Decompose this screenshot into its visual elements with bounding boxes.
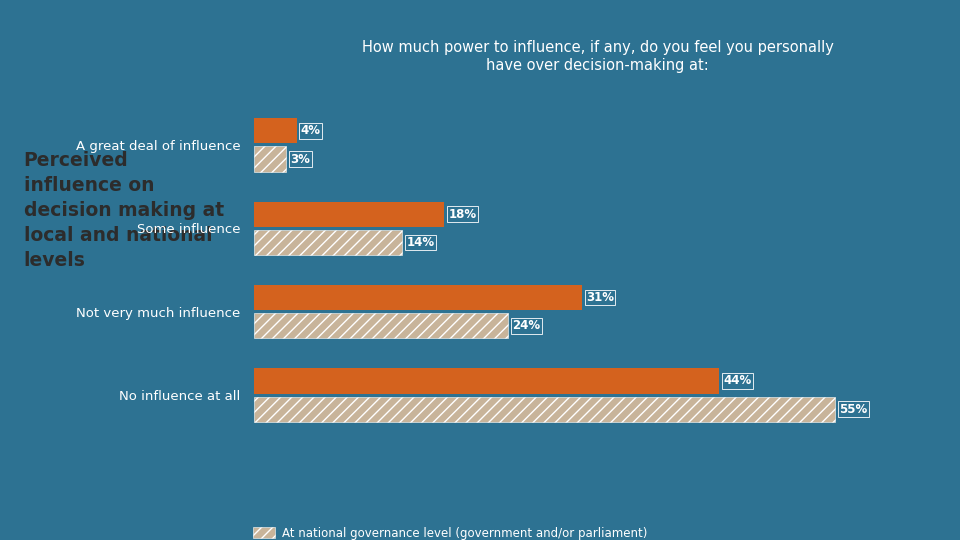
Text: 18%: 18% — [448, 207, 477, 220]
Text: 44%: 44% — [723, 375, 752, 388]
Bar — [254, 368, 719, 394]
Text: 24%: 24% — [512, 320, 540, 333]
Bar — [254, 118, 297, 143]
Text: 31%: 31% — [586, 291, 614, 304]
Legend: At national governance level (government and/or parliament), At local governance: At national governance level (government… — [253, 526, 791, 540]
Bar — [254, 230, 402, 255]
Text: 14%: 14% — [406, 236, 435, 249]
Bar — [254, 313, 508, 339]
Text: 55%: 55% — [839, 403, 868, 416]
Text: 3%: 3% — [290, 152, 310, 165]
Text: Perceived
influence on
decision making at
local and national
levels: Perceived influence on decision making a… — [23, 151, 224, 270]
Bar — [254, 146, 286, 172]
Title: How much power to influence, if any, do you feel you personally
have over decisi: How much power to influence, if any, do … — [362, 40, 833, 73]
Bar — [254, 285, 582, 310]
Text: 4%: 4% — [300, 124, 321, 137]
Bar — [254, 397, 835, 422]
Bar — [254, 201, 444, 227]
